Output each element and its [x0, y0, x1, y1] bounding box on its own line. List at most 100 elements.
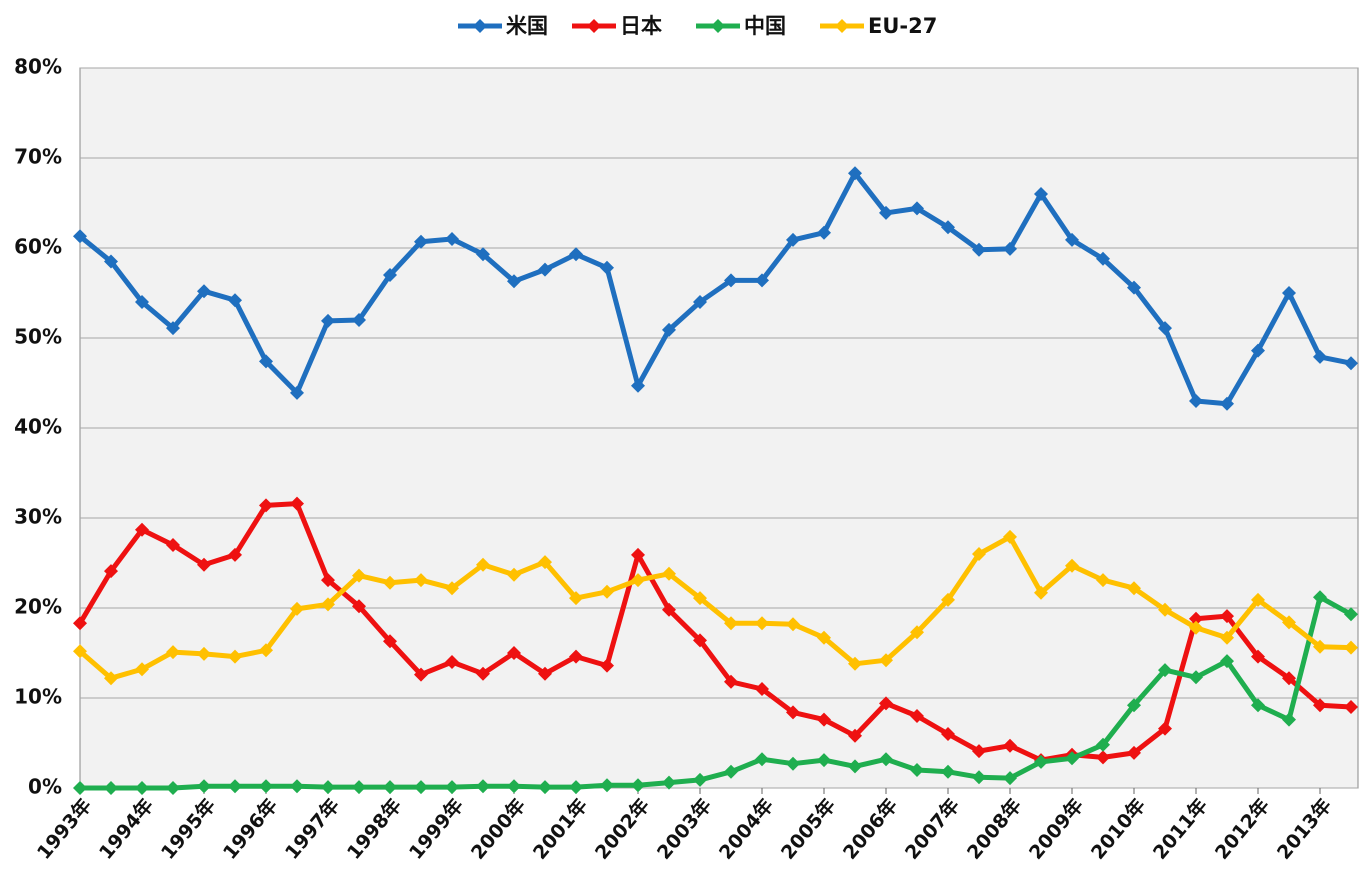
- data-point: [600, 260, 614, 275]
- data-point: [941, 592, 955, 607]
- data-point: [941, 727, 955, 741]
- data-point: [1003, 241, 1017, 256]
- data-point: [1313, 590, 1327, 605]
- data-point: [817, 225, 831, 240]
- data-point: [73, 781, 87, 795]
- data-point: [879, 752, 893, 767]
- data-point: [910, 625, 924, 640]
- data-point: [476, 779, 490, 794]
- data-point: [1065, 558, 1079, 573]
- data-point: [104, 564, 118, 579]
- data-point: [1096, 750, 1110, 765]
- data-point: [569, 591, 583, 606]
- x-tick-label: 2006年: [838, 794, 902, 864]
- legend-label: 日本: [620, 14, 662, 38]
- data-point: [569, 247, 583, 262]
- data-point: [972, 770, 986, 785]
- data-point: [1189, 394, 1203, 408]
- data-point: [631, 573, 645, 588]
- x-tick-label: 2005年: [776, 794, 840, 864]
- data-point: [445, 232, 459, 246]
- data-point: [414, 667, 428, 682]
- series-line: [78, 534, 1352, 681]
- data-point: [693, 591, 707, 606]
- data-point: [693, 772, 707, 787]
- data-point: [1251, 649, 1265, 664]
- data-point: [507, 567, 521, 582]
- series-line: [78, 170, 1352, 407]
- data-point: [166, 538, 180, 552]
- data-point: [1158, 321, 1172, 336]
- legend-label: 中国: [744, 14, 786, 38]
- data-point: [259, 643, 273, 658]
- data-point: [879, 696, 893, 711]
- data-point: [507, 646, 521, 660]
- data-point: [1282, 286, 1296, 300]
- data-point: [259, 498, 273, 513]
- data-point: [1003, 529, 1017, 544]
- data-point: [507, 274, 521, 289]
- data-point: [166, 321, 180, 336]
- data-point: [197, 284, 211, 299]
- data-point: [414, 234, 428, 249]
- data-point: [228, 649, 242, 664]
- data-point: [476, 247, 490, 262]
- data-point: [228, 547, 242, 562]
- data-point: [321, 597, 335, 612]
- data-point: [321, 780, 335, 795]
- data-point: [1034, 585, 1048, 600]
- data-point: [1189, 620, 1203, 635]
- data-point: [693, 295, 707, 309]
- data-point: [1127, 581, 1141, 596]
- data-point: [848, 759, 862, 774]
- data-point: [569, 649, 583, 664]
- data-point: [1344, 356, 1358, 371]
- data-point: [662, 775, 676, 790]
- data-point: [73, 229, 87, 244]
- x-tick-label: 1996年: [218, 794, 282, 864]
- legend-marker: [835, 19, 849, 33]
- data-point: [476, 557, 490, 572]
- data-point: [228, 779, 242, 794]
- x-tick-label: 2009年: [1024, 794, 1088, 864]
- data-point: [321, 573, 335, 588]
- data-point: [1189, 670, 1203, 685]
- data-point: [445, 581, 459, 596]
- y-tick-label: 30%: [14, 505, 62, 529]
- legend-label: EU-27: [868, 14, 937, 38]
- data-point: [848, 656, 862, 671]
- data-point: [1313, 698, 1327, 713]
- data-point: [166, 781, 180, 795]
- data-point: [1220, 654, 1234, 669]
- data-point: [259, 354, 273, 369]
- data-point: [135, 295, 149, 309]
- data-point: [135, 522, 149, 537]
- data-point: [972, 242, 986, 257]
- data-point: [817, 630, 831, 645]
- y-tick-label: 50%: [14, 325, 62, 349]
- data-point: [352, 599, 366, 614]
- data-point: [259, 779, 273, 794]
- data-point: [693, 633, 707, 648]
- x-tick-label: 2008年: [962, 794, 1026, 864]
- data-point: [662, 566, 676, 581]
- data-point: [73, 644, 87, 659]
- data-point: [631, 778, 645, 793]
- data-point: [600, 584, 614, 599]
- data-point: [538, 262, 552, 277]
- x-tick-label: 1994年: [94, 794, 158, 864]
- data-point: [1344, 640, 1358, 655]
- data-point: [1096, 573, 1110, 588]
- data-point: [848, 166, 862, 181]
- data-point: [817, 712, 831, 727]
- data-point: [662, 602, 676, 617]
- x-tick-label: 2002年: [590, 794, 654, 864]
- x-tick-label: 2003年: [652, 794, 716, 864]
- x-tick-label: 2004年: [714, 794, 778, 864]
- data-point: [1313, 349, 1327, 364]
- data-point: [662, 322, 676, 337]
- data-point: [1158, 721, 1172, 736]
- data-point: [724, 764, 738, 779]
- data-point: [290, 779, 304, 794]
- data-point: [135, 781, 149, 795]
